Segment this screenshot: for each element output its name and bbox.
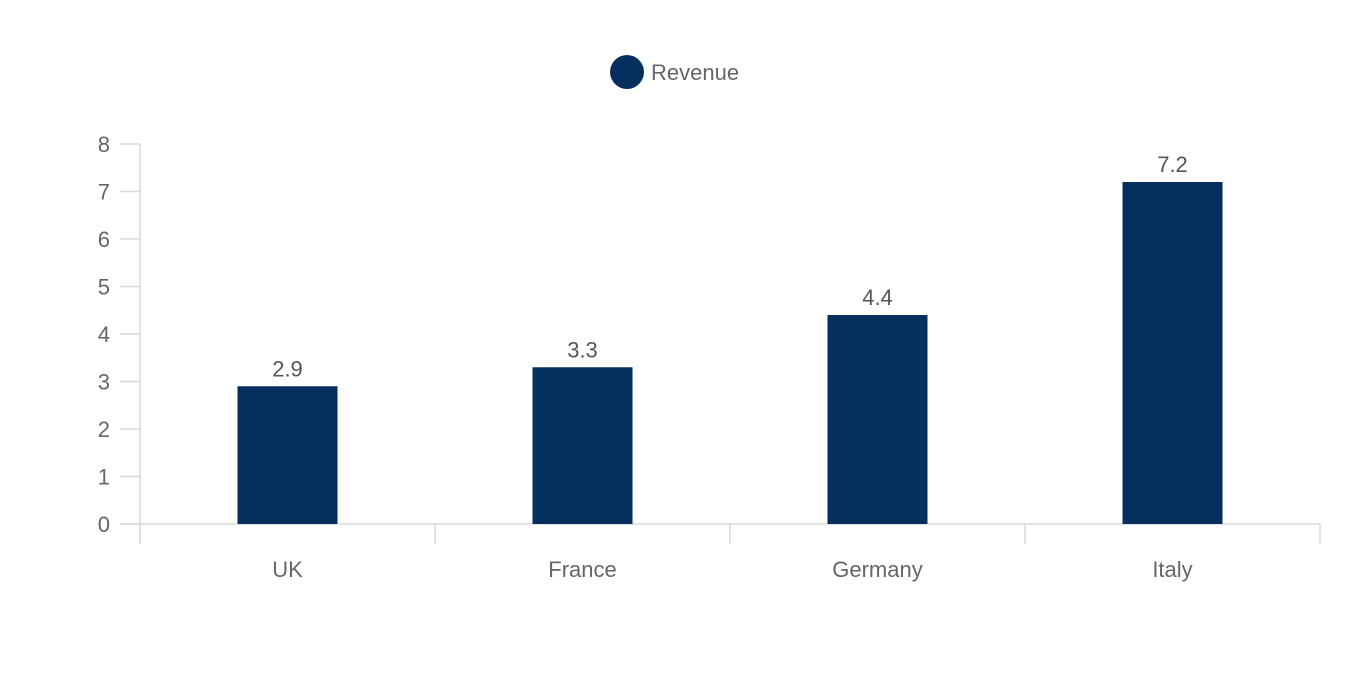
y-tick-label: 7 — [98, 180, 110, 205]
y-tick-label: 2 — [98, 417, 110, 442]
legend-swatch-revenue — [610, 55, 644, 89]
bar-france[interactable] — [532, 367, 633, 524]
y-tick-label: 6 — [98, 227, 110, 252]
y-tick-label: 3 — [98, 370, 110, 395]
x-tick-label: UK — [272, 557, 303, 582]
x-tick-label: Italy — [1152, 557, 1192, 582]
y-tick-label: 0 — [98, 512, 110, 537]
x-tick-label: France — [548, 557, 616, 582]
data-label: 3.3 — [567, 337, 598, 362]
legend-label-revenue: Revenue — [651, 60, 739, 85]
x-axis-ticks: UK France Germany Italy — [139, 524, 1321, 582]
data-label: 7.2 — [1157, 152, 1188, 177]
bar-germany[interactable] — [827, 315, 928, 524]
data-labels: 2.9 3.3 4.4 7.2 — [272, 152, 1188, 381]
data-label: 2.9 — [272, 356, 303, 381]
bar-italy[interactable] — [1122, 182, 1223, 524]
legend[interactable]: Revenue — [610, 55, 739, 89]
y-tick-label: 8 — [98, 132, 110, 157]
x-tick-label: Germany — [832, 557, 922, 582]
y-axis-ticks: 0 1 2 3 4 5 6 7 8 — [98, 132, 140, 537]
bars — [237, 182, 1223, 524]
bar-uk[interactable] — [237, 386, 338, 524]
data-label: 4.4 — [862, 285, 893, 310]
y-tick-label: 1 — [98, 465, 110, 490]
y-tick-label: 5 — [98, 275, 110, 300]
y-tick-label: 4 — [98, 322, 110, 347]
